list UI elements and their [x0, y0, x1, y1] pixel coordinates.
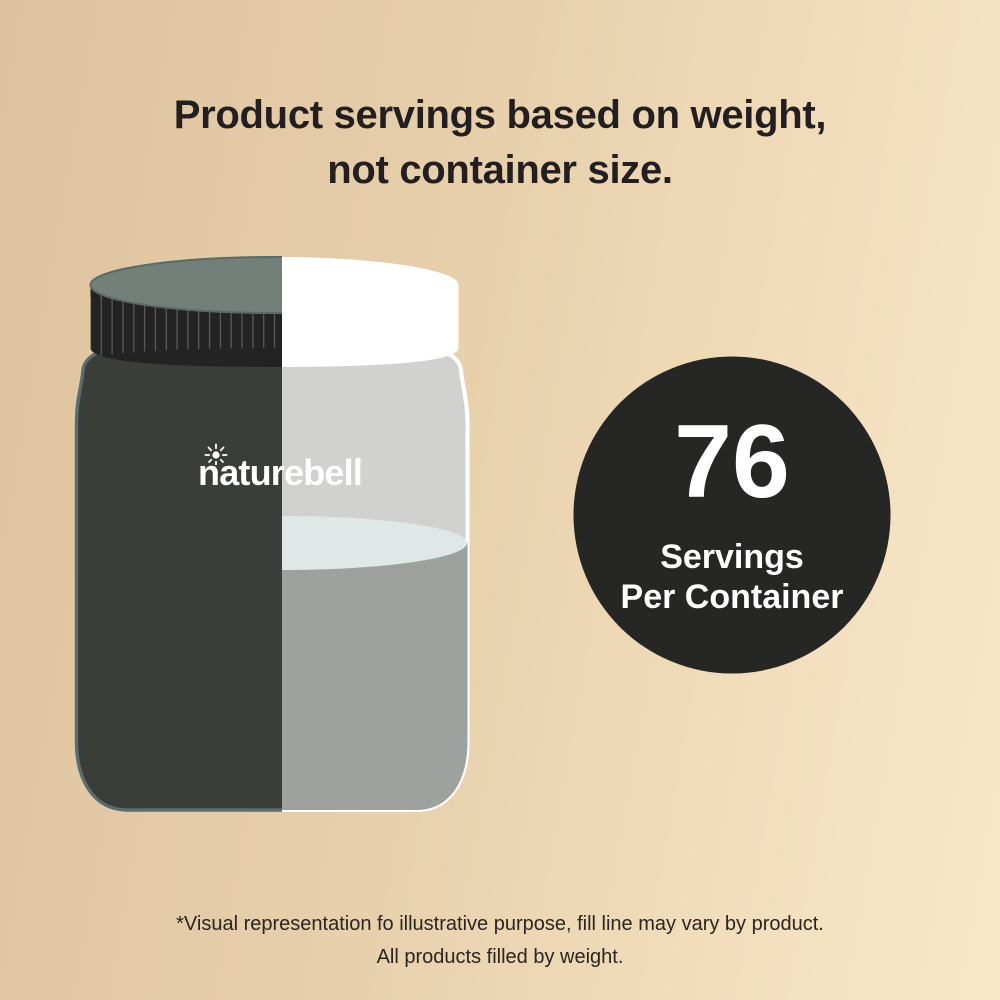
svg-text:76: 76 — [674, 404, 790, 520]
svg-text:naturebell: naturebell — [198, 452, 362, 493]
svg-text:®: ® — [355, 456, 362, 466]
svg-text:Servings: Servings — [660, 538, 804, 576]
svg-text:Per Container: Per Container — [621, 578, 844, 616]
